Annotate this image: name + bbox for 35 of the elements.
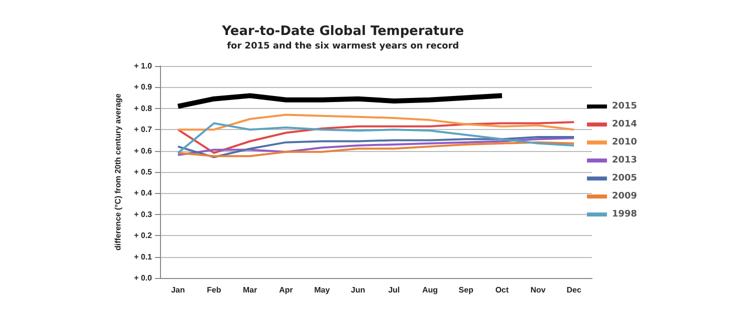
y-axis-title: difference (°C) from 20th century average [114, 92, 122, 251]
legend-label: 2005 [612, 174, 638, 184]
x-tick-label: Dec [566, 286, 582, 294]
y-tick-label: + 0.1 [134, 252, 153, 262]
x-tick-label: May [314, 286, 330, 294]
y-tick-label: + 0.8 [134, 104, 153, 113]
y-tick-label: + 0.9 [134, 82, 153, 92]
y-tick-label: + 0.4 [134, 188, 153, 198]
x-tick-label: Jul [388, 286, 400, 294]
x-tick-label: Aug [422, 286, 438, 294]
x-tick-label: Jan [171, 286, 185, 294]
y-tick-label: + 0.5 [134, 168, 153, 176]
legend-label: 1998 [612, 210, 638, 220]
legend-label: 2009 [612, 192, 638, 202]
chart-title: Year-to-Date Global Temperature [221, 24, 464, 39]
y-tick-label: + 0.0 [134, 274, 153, 282]
line-series [177, 141, 575, 158]
x-tick-label: Oct [495, 286, 509, 294]
legend-label: 2013 [612, 156, 638, 166]
x-tick-label: Apr [279, 286, 293, 294]
x-tick-label: Mar [242, 286, 258, 294]
y-tick-label: + 1.0 [134, 62, 153, 70]
legend-label: 2010 [612, 138, 638, 148]
x-tick-label: Jun [350, 286, 366, 294]
x-tick-label: Nov [530, 286, 546, 294]
y-tick-label: + 0.2 [134, 231, 153, 240]
x-tick-label: Sep [458, 286, 474, 294]
y-tick-label: + 0.7 [134, 125, 153, 134]
legend-label: 2014 [612, 120, 638, 130]
y-tick-label: + 0.3 [134, 210, 153, 219]
y-tick-label: + 0.6 [134, 146, 153, 156]
x-tick-label: Feb [206, 286, 222, 294]
line-series [177, 114, 575, 131]
chart-subtitle: for 2015 and the six warmest years on record [227, 42, 459, 52]
legend-label: 2015 [612, 102, 638, 112]
